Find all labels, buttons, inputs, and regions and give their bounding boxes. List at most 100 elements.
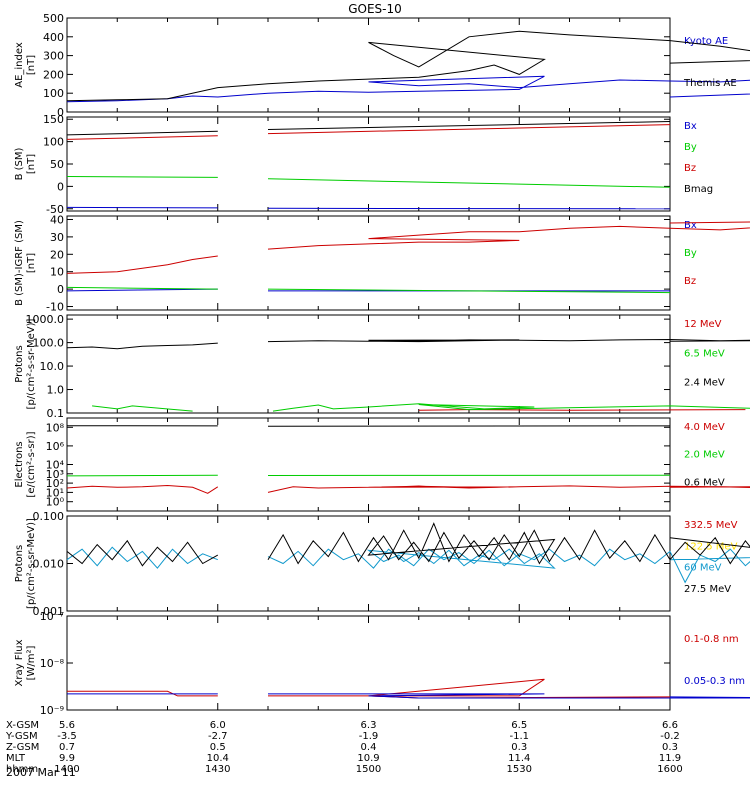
panel-frame (66, 417, 671, 512)
legend-label: Bx (684, 220, 697, 231)
y-tick-label: 10² (46, 477, 64, 490)
y-axis-label: B (SM)-IGRF (SM) (14, 220, 25, 306)
panel-4: 0.1 1.0 10.0 100.0 1000.0 Protons [p/(cm²-s-sr… (14, 313, 750, 420)
y-tick-label: 10⁻⁸ (40, 657, 65, 670)
legend-label: By (684, 142, 697, 153)
ephemeris-value: -1.9 (359, 731, 379, 742)
date-label: 2007 Mar 11 (6, 766, 76, 779)
legend-label: 2.4 MeV (684, 378, 725, 389)
ephemeris-value: 6.3 (361, 720, 377, 731)
y-axis-label: Electrons (14, 441, 25, 487)
y-tick-label: 20 (50, 248, 64, 261)
legend-label: 12 MeV (684, 319, 722, 330)
ephemeris-value: -1.1 (509, 731, 529, 742)
legend-label: 27.5 MeV (684, 584, 731, 595)
ephemeris-value: 11.4 (508, 753, 530, 764)
panel-6: 0.001 0.010 0.100 Protons [p/(cm²-s-sr-MeV)]… (14, 510, 750, 618)
legend-label: 332.5 MeV (684, 520, 738, 531)
legend-label: 0.1-0.8 nm (684, 634, 739, 645)
y-tick-label: 0.001 (33, 605, 65, 618)
series-line-bx (66, 206, 218, 209)
y-axis-label: [p/(cm²-s-sr-MeV)] (26, 518, 37, 609)
ephemeris-value: 0.3 (662, 742, 678, 753)
y-tick-label: 100.0 (33, 337, 65, 350)
y-tick-label: 10⁻⁹ (40, 704, 64, 717)
series-line-6-5-mev (272, 403, 750, 412)
ephemeris-value: 0.3 (511, 742, 527, 753)
ephemeris-value: 1400 (54, 764, 79, 775)
legend-label: 6.5 MeV (684, 348, 725, 359)
y-tick-label: 10⁰ (46, 496, 65, 509)
ephemeris-value: 10.9 (357, 753, 379, 764)
y-tick-label: 500 (43, 12, 64, 25)
series-line-kyoto-ae (66, 75, 750, 103)
ephemeris-value: 0.5 (210, 742, 226, 753)
series-line-bmag (66, 130, 218, 136)
y-tick-label: 10³ (46, 468, 64, 481)
ephemeris-value: 9.9 (59, 753, 75, 764)
y-tick-label: 10 (50, 266, 64, 279)
series-line-bz (267, 124, 671, 135)
series-line-bx (66, 288, 218, 292)
series-line-2-0-mev (66, 474, 218, 477)
panel-frame (66, 215, 671, 311)
ephemeris-value: -0.2 (660, 731, 680, 742)
y-tick-label: 10.0 (40, 360, 65, 373)
y-tick-label: 0.010 (33, 558, 65, 571)
legend-label: 4.0 MeV (684, 422, 725, 433)
series-line-4-0-mev (267, 485, 750, 493)
y-tick-label: 10⁸ (46, 421, 65, 434)
ephemeris-value: -2.7 (208, 731, 228, 742)
y-axis-label: [W/m²] (26, 645, 37, 680)
y-tick-label: 0 (57, 106, 64, 119)
y-tick-label: 50 (50, 158, 64, 171)
ephemeris-value: 11.9 (659, 753, 681, 764)
legend-label: By (684, 248, 697, 259)
ephemeris-value: 6.6 (662, 720, 678, 731)
legend-label: Bx (684, 121, 697, 132)
y-tick-label: -10 (46, 301, 64, 314)
series-line-6-5-mev (92, 405, 193, 412)
y-tick-label: 100 (43, 136, 64, 149)
ephemeris-value: -3.5 (57, 731, 77, 742)
series-line-bx (267, 207, 671, 210)
y-tick-label: 100 (43, 87, 64, 100)
ephemeris-value: 5.6 (59, 720, 75, 731)
series-line-bz (66, 255, 218, 274)
legend-label: Bz (684, 276, 696, 287)
y-axis-label: [nT] (26, 253, 37, 273)
ephemeris-value: 1430 (205, 764, 230, 775)
ephemeris-row-label: X-GSM (6, 720, 39, 731)
series-line-themis-ae (66, 30, 750, 102)
panel-7: 10⁻⁹ 10⁻⁸ 10⁻⁷ Xray Flux [W/m²] 0.1-0.8 nm 0.0… (14, 610, 750, 717)
series-line-27-5-mev (267, 522, 750, 565)
y-tick-label: 0.1 (47, 407, 65, 420)
y-tick-label: 10⁻⁷ (40, 610, 64, 623)
legend-label: 0.6 MeV (684, 477, 725, 488)
series-line-bz (66, 135, 218, 140)
series-line-12-mev (418, 409, 746, 411)
y-tick-label: 40 (50, 213, 64, 226)
y-axis-label: Xray Flux (14, 639, 25, 686)
y-tick-label: 0 (57, 283, 64, 296)
y-tick-label: 300 (43, 50, 64, 63)
panel-frame (66, 314, 671, 414)
legend-label: 122.5 MeV (684, 541, 738, 552)
y-axis-label: Protons (14, 345, 25, 382)
y-axis-label: [p/(cm²-s-sr-MeV)] (26, 318, 37, 409)
ephemeris-row-label: Y-GSM (5, 731, 38, 742)
y-axis-label: Protons (14, 545, 25, 582)
ephemeris-value: 0.7 (59, 742, 75, 753)
series-line-by (66, 176, 218, 178)
y-tick-label: 10⁴ (46, 459, 65, 472)
y-axis-label: B (SM) (14, 147, 25, 180)
y-tick-label: 150 (43, 113, 64, 126)
series-line-27-5-mev (66, 539, 219, 567)
ephemeris-value: 6.5 (511, 720, 527, 731)
y-axis-label: [nT] (26, 154, 37, 174)
ephemeris-value: 6.0 (210, 720, 226, 731)
panel-frame (66, 17, 671, 113)
y-tick-label: 10¹ (46, 486, 64, 499)
